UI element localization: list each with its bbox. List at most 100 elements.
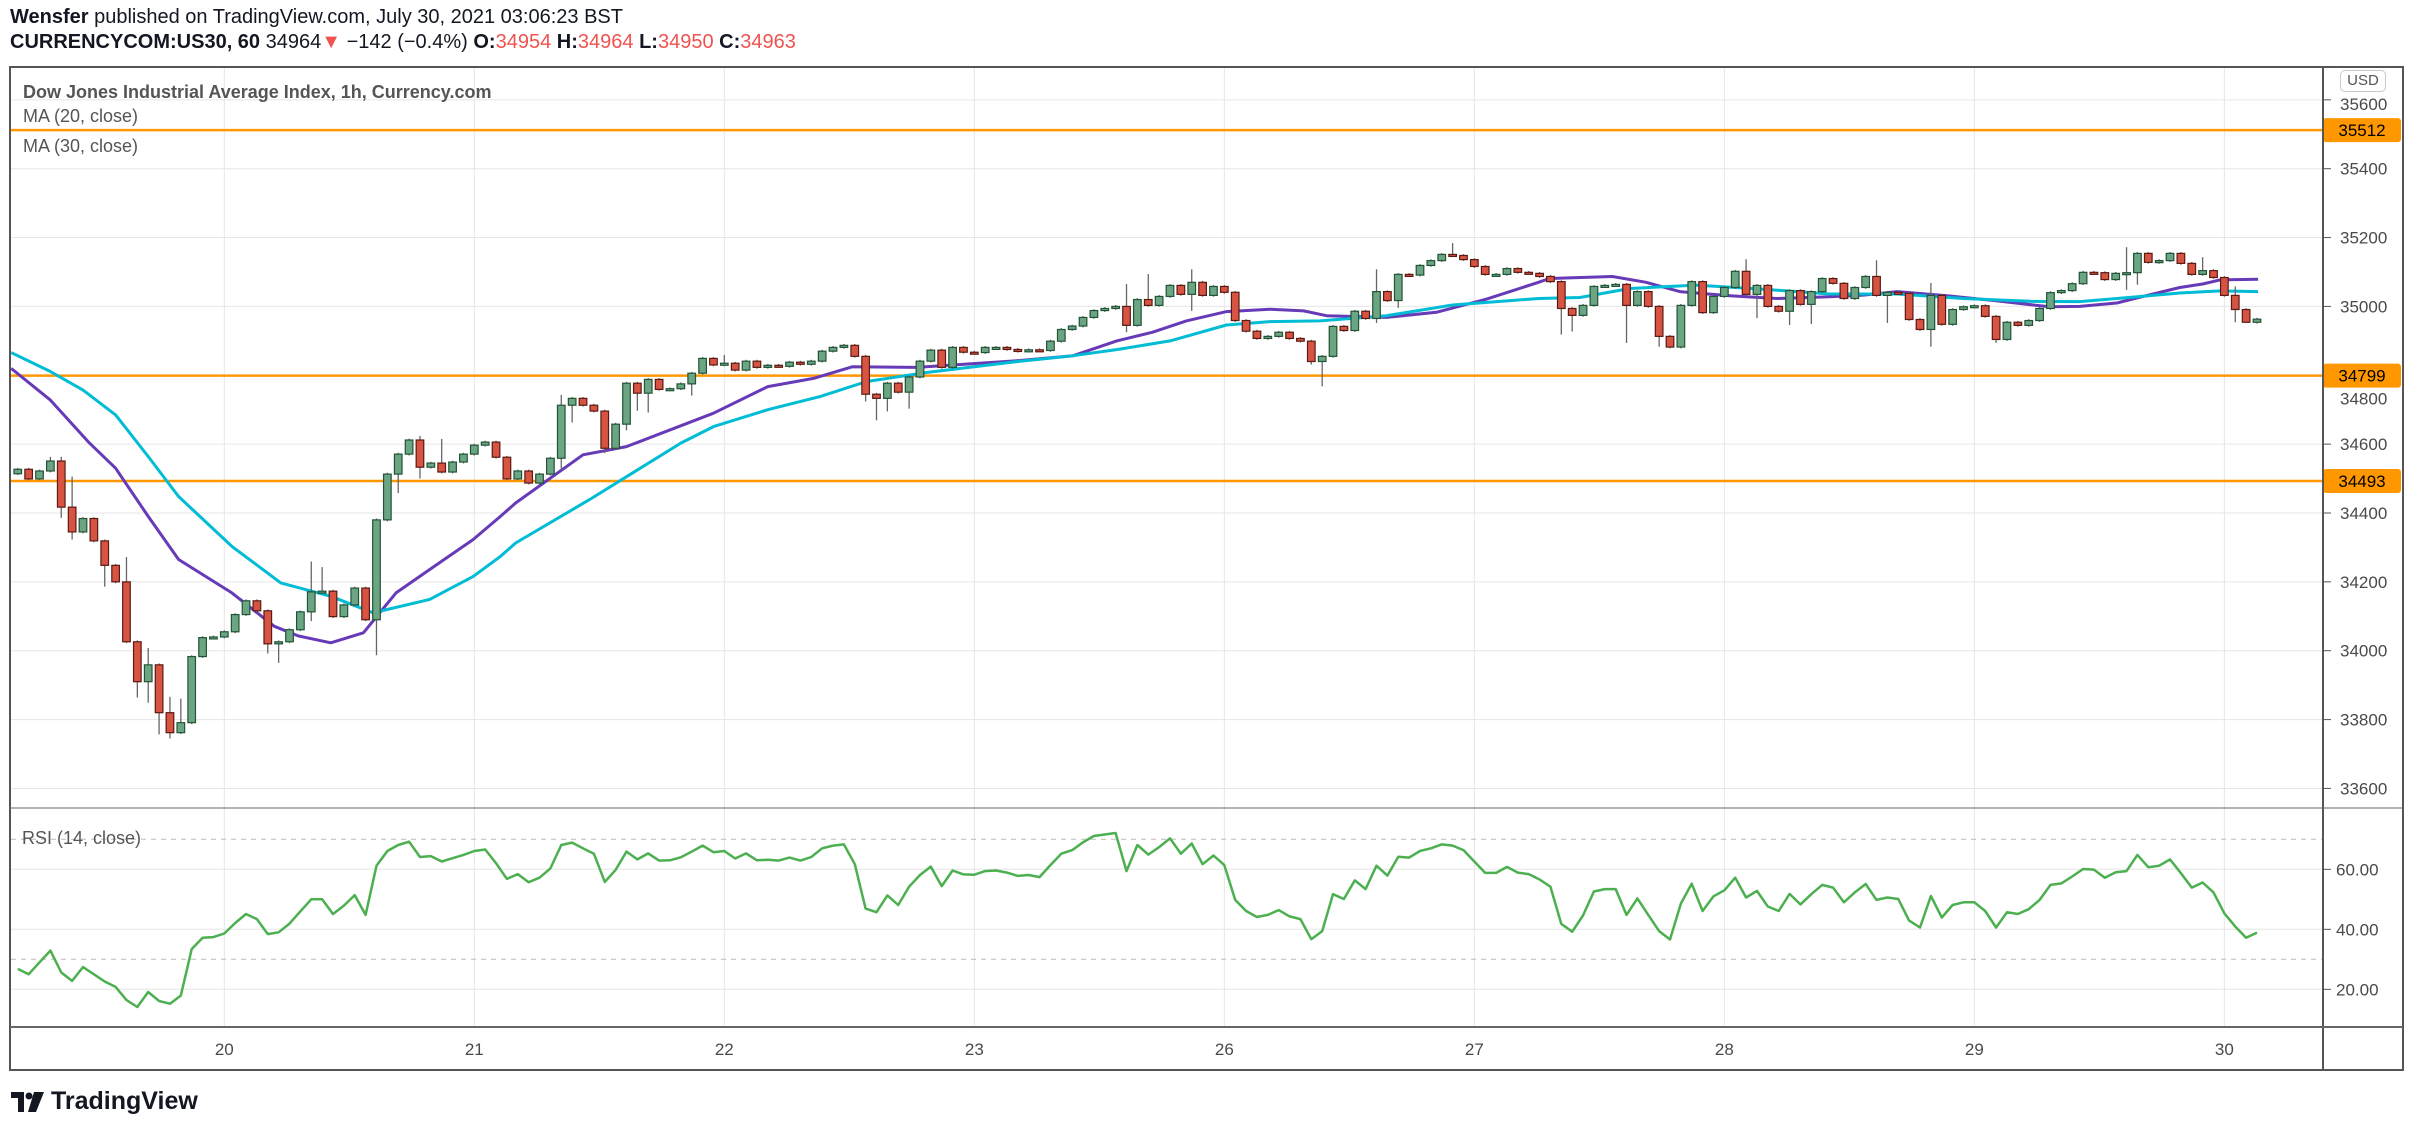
candle-down [1252, 330, 1262, 340]
candle-up [1350, 310, 1360, 332]
chart-frame [9, 66, 2404, 1071]
candle-up [35, 470, 44, 480]
price-label: 34000 [2340, 642, 2387, 661]
tradingview-logo[interactable]: TradingView [11, 1087, 198, 1116]
candles [13, 243, 2262, 739]
candle-up [611, 423, 621, 449]
candle-up [1611, 283, 1621, 287]
time-label: 27 [1465, 1040, 1484, 1059]
currency-badge[interactable]: USD [2340, 70, 2386, 92]
candle-up [1056, 328, 1066, 342]
price-label: 34400 [2340, 504, 2387, 523]
price-label: 33800 [2340, 711, 2387, 730]
chart-title[interactable]: Dow Jones Industrial Average Index, 1h, … [23, 82, 492, 102]
candle-down [2100, 272, 2110, 281]
price-label: 35600 [2340, 95, 2387, 114]
candle-up [1132, 298, 1142, 326]
legend-ma20[interactable]: MA (20, close) [23, 106, 139, 126]
candle-up [1948, 308, 1958, 325]
author-name[interactable]: Wensfer [10, 6, 89, 28]
candle-up [1317, 355, 1327, 363]
candle-up [2078, 271, 2088, 285]
candle-down [1306, 340, 1316, 363]
candle-down [959, 346, 968, 353]
candle-up [1861, 275, 1871, 289]
candle-up [143, 664, 153, 683]
ma20-line [11, 275, 2259, 645]
candle-up [1426, 260, 1436, 267]
candle-down [56, 460, 66, 508]
candle-up [1274, 331, 1284, 337]
candle-down [1872, 275, 1881, 297]
candle-down [1774, 305, 1784, 312]
candle-up [1806, 291, 1816, 305]
candle-up [1165, 284, 1175, 298]
candle-up [719, 362, 729, 366]
high-label: H: [556, 31, 578, 53]
candle-up [1089, 309, 1099, 319]
candle-down [730, 362, 740, 371]
legend-rsi[interactable]: RSI (14, close) [22, 828, 142, 848]
candle-down [1241, 319, 1251, 332]
candle-down [1546, 275, 1555, 283]
candle-down [969, 351, 979, 355]
candle-down [850, 344, 860, 357]
candle-down [893, 382, 903, 393]
candle-down [600, 410, 610, 449]
candle-up [2252, 318, 2262, 323]
candle-down [589, 404, 599, 412]
candle-down [252, 600, 262, 612]
candle-up [176, 722, 186, 734]
candle-up [1154, 295, 1164, 306]
high-value: 34964 [577, 31, 634, 53]
low-label: L: [639, 31, 658, 53]
candle-down [1893, 291, 1903, 295]
candle-down [1904, 292, 1914, 321]
candle-up [306, 591, 316, 613]
candle-down [1828, 277, 1838, 284]
candle-up [1100, 307, 1110, 312]
candle-up [991, 346, 1001, 350]
candle-down [491, 441, 501, 458]
candle-down [2230, 294, 2240, 311]
candle-up [448, 461, 457, 473]
candle-up [817, 350, 827, 362]
candle-down [122, 581, 131, 643]
candle-down [89, 517, 99, 542]
axes: 35600 35400 35200 35000 34800 34600 34400 34200… [215, 95, 2401, 1059]
candle-down [1556, 281, 1566, 310]
candle-down [502, 456, 512, 480]
candle-up [45, 460, 55, 472]
candle-down [752, 360, 762, 368]
candle-down [1002, 346, 1012, 351]
candle-down [1796, 289, 1805, 305]
candle-up [1719, 286, 1729, 298]
candle-down [1219, 285, 1229, 293]
candle-up [295, 611, 305, 631]
time-label: 23 [965, 1040, 984, 1059]
candle-up [285, 629, 294, 643]
grid-lines [11, 68, 2323, 1027]
candle-up [1969, 305, 1979, 309]
candle-up [687, 372, 697, 385]
candle-down [328, 590, 338, 618]
candle-up [372, 519, 381, 621]
candle-up [1730, 270, 1740, 289]
candle-down [1698, 281, 1708, 314]
candle-up [806, 360, 816, 365]
candle-up [785, 361, 794, 367]
candle-up [2122, 272, 2131, 276]
candle-down [1122, 305, 1131, 326]
candle-down [1361, 310, 1371, 320]
candle-up [241, 600, 251, 616]
candle-down [1980, 305, 1990, 318]
candle-up [1209, 285, 1218, 297]
candle-up [1024, 349, 1034, 353]
candle-down [1013, 348, 1023, 353]
candle-up [1752, 284, 1762, 295]
candle-up [1709, 295, 1718, 314]
legend-ma30[interactable]: MA (30, close) [23, 136, 139, 156]
level-price-label: 34493 [2338, 472, 2385, 491]
candle-up [274, 641, 284, 645]
